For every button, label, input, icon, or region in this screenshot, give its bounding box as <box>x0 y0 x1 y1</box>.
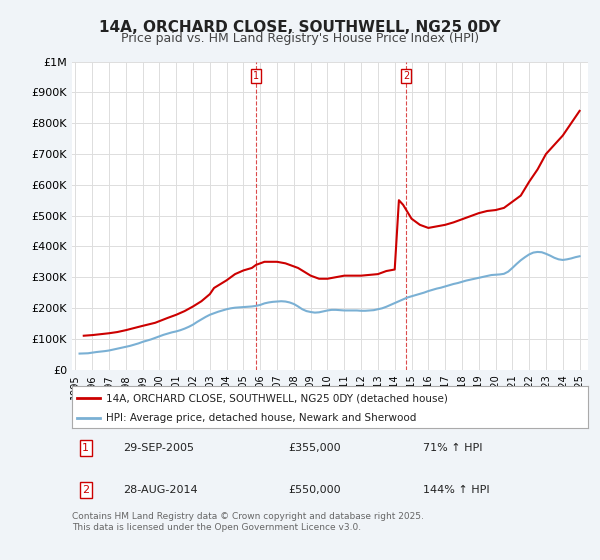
Text: Contains HM Land Registry data © Crown copyright and database right 2025.
This d: Contains HM Land Registry data © Crown c… <box>72 512 424 532</box>
Text: 28-AUG-2014: 28-AUG-2014 <box>124 485 198 495</box>
Text: 144% ↑ HPI: 144% ↑ HPI <box>423 485 490 495</box>
Text: 29-SEP-2005: 29-SEP-2005 <box>124 443 194 453</box>
Text: 14A, ORCHARD CLOSE, SOUTHWELL, NG25 0DY: 14A, ORCHARD CLOSE, SOUTHWELL, NG25 0DY <box>99 20 501 35</box>
Text: £550,000: £550,000 <box>289 485 341 495</box>
Text: 2: 2 <box>403 71 409 81</box>
Text: HPI: Average price, detached house, Newark and Sherwood: HPI: Average price, detached house, Newa… <box>106 413 416 423</box>
Text: 71% ↑ HPI: 71% ↑ HPI <box>423 443 482 453</box>
Text: 14A, ORCHARD CLOSE, SOUTHWELL, NG25 0DY (detached house): 14A, ORCHARD CLOSE, SOUTHWELL, NG25 0DY … <box>106 393 448 403</box>
Text: 1: 1 <box>82 443 89 453</box>
Text: 2: 2 <box>82 485 89 495</box>
Text: 1: 1 <box>253 71 259 81</box>
Text: £355,000: £355,000 <box>289 443 341 453</box>
Text: Price paid vs. HM Land Registry's House Price Index (HPI): Price paid vs. HM Land Registry's House … <box>121 32 479 45</box>
